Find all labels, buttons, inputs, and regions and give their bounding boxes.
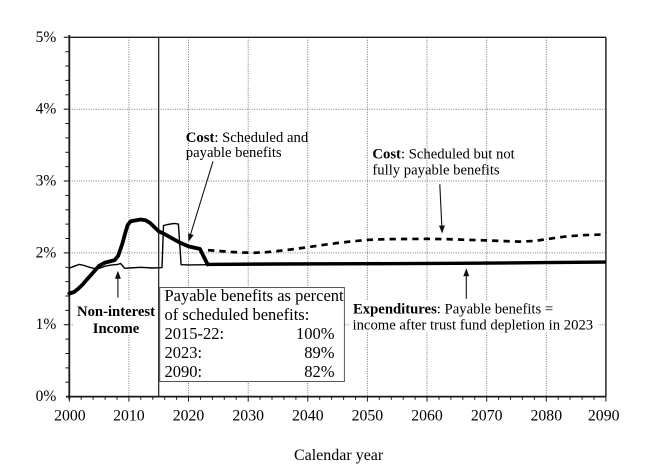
svg-text:82%: 82%: [304, 362, 335, 381]
svg-text:2090: 2090: [588, 408, 620, 425]
svg-text:2050: 2050: [352, 408, 384, 425]
svg-text:Cost: Scheduled and: Cost: Scheduled and: [186, 130, 309, 146]
svg-text:2023:: 2023:: [165, 343, 203, 362]
svg-text:2020: 2020: [173, 408, 205, 425]
svg-text:2%: 2%: [36, 244, 57, 261]
svg-text:0%: 0%: [36, 388, 57, 405]
svg-text:4%: 4%: [36, 101, 57, 118]
svg-text:2015-22:: 2015-22:: [165, 324, 225, 343]
svg-text:2010: 2010: [113, 408, 145, 425]
svg-text:89%: 89%: [304, 343, 335, 362]
svg-text:3%: 3%: [36, 173, 57, 190]
svg-text:Expenditures: Payable benefits: Expenditures: Payable benefits =: [353, 302, 553, 318]
svg-text:2030: 2030: [232, 408, 264, 425]
svg-text:1%: 1%: [36, 316, 57, 333]
svg-text:100%: 100%: [296, 324, 335, 343]
svg-text:2000: 2000: [54, 408, 86, 425]
svg-text:2070: 2070: [471, 408, 503, 425]
svg-text:income after trust fund deplet: income after trust fund depletion in 202…: [353, 318, 594, 334]
svg-text:of scheduled benefits:: of scheduled benefits:: [165, 305, 310, 324]
svg-text:2090:: 2090:: [165, 362, 203, 381]
svg-text:2040: 2040: [292, 408, 324, 425]
svg-text:payable benefits: payable benefits: [186, 145, 282, 161]
svg-text:Cost: Scheduled but not: Cost: Scheduled but not: [372, 147, 514, 163]
svg-text:fully payable benefits: fully payable benefits: [372, 163, 500, 179]
svg-text:2080: 2080: [531, 408, 563, 425]
svg-text:2060: 2060: [411, 408, 443, 425]
svg-text:Calendar year: Calendar year: [294, 447, 384, 464]
svg-text:Payable benefits as percent: Payable benefits as percent: [165, 286, 345, 305]
svg-text:Non-interest: Non-interest: [77, 304, 155, 320]
svg-text:5%: 5%: [36, 29, 57, 46]
svg-text:Income: Income: [93, 321, 140, 337]
